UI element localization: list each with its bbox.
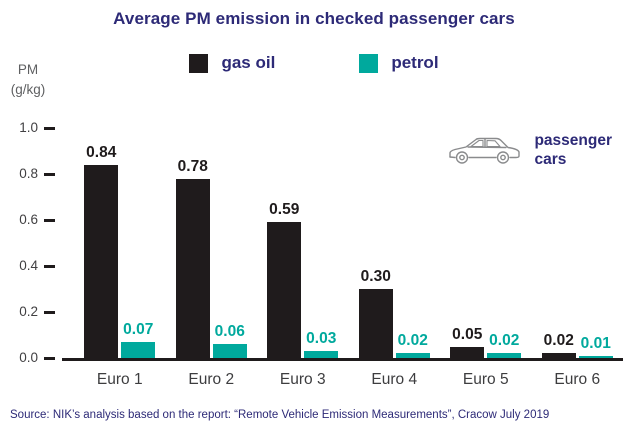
y-axis-unit-label: PM (g/kg) [2,60,54,99]
bar-groups: 0.84 0.07 Euro 1 0.78 0.06 Euro 2 0.59 0.03 Euro… [62,112,623,388]
legend-item-petrol: petrol [359,53,439,73]
x-axis-category-label: Euro 4 [371,371,418,388]
y-axis-unit-line1: PM [17,62,39,77]
x-axis-category-label: Euro 5 [462,371,509,388]
passenger-cars-label-line1: passenger [534,132,612,149]
gas-oil-swatch-icon [189,53,209,73]
bar-group: 0.30 0.02 Euro 4 [358,268,430,388]
y-tick-label: 0.4 [19,258,38,273]
y-tick-mark [44,265,55,268]
bar [395,353,430,358]
y-tick-mark [44,219,55,222]
x-axis-category-label: Euro 3 [279,371,326,388]
bar-value-label: 0.30 [360,268,391,285]
bar-column: 0.02 [395,332,430,358]
bar-value-label: 0.84 [86,143,117,161]
y-tick-label: 0.0 [19,350,38,365]
bar-column: 0.06 [212,323,247,358]
bar-group: 0.84 0.07 Euro 1 [84,143,156,388]
bar [487,353,522,358]
bar [175,178,210,358]
bar-value-label: 0.02 [397,332,428,350]
bar-group: 0.05 0.02 Euro 5 [450,325,522,388]
legend-item-gas-oil: gas oil [189,53,275,73]
bar-group: 0.59 0.03 Euro 3 [267,201,339,388]
bar-column: 0.84 [84,143,119,358]
bar-column: 0.30 [358,268,393,358]
bar-value-label: 0.02 [489,332,520,350]
bar [578,355,613,358]
plot-area: 0.84 0.07 Euro 1 0.78 0.06 Euro 2 0.59 0.03 Euro… [62,112,623,388]
bar-value-label: 0.01 [580,334,611,352]
bar-column: 0.02 [541,332,576,358]
x-axis-category-label: Euro 1 [96,371,143,388]
passenger-cars-label: passenger cars [534,131,612,170]
bar-value-label: 0.06 [214,323,245,341]
legend-label-gas-oil: gas oil [221,53,276,72]
bar-value-label: 0.59 [269,201,300,219]
bar-column: 0.05 [450,325,485,358]
bar [450,346,485,358]
y-axis: 0.0 0.2 0.4 0.6 0.8 1.0 [0,112,62,365]
y-tick-label: 0.2 [19,304,38,319]
car-icon [449,138,521,165]
bar-value-label: 0.05 [452,325,483,343]
bar [541,353,576,358]
bar-column: 0.78 [175,157,210,358]
bar-value-label: 0.78 [177,157,208,175]
bar [358,289,393,358]
bar-column: 0.02 [487,332,522,358]
y-tick-mark [44,311,55,314]
petrol-swatch-icon [359,53,379,73]
bar [267,222,302,358]
bar [121,341,156,358]
bar-value-label: 0.03 [306,330,337,348]
y-tick-label: 1.0 [19,120,38,135]
chart-title: Average PM emission in checked passenger… [113,9,515,28]
legend-label-petrol: petrol [391,53,439,72]
x-axis-category-label: Euro 2 [188,371,235,388]
y-axis-unit-line2: (g/kg) [10,81,46,97]
passenger-cars-annotation: passenger cars [446,131,612,170]
y-tick-mark [44,357,55,360]
bar-column: 0.01 [578,334,613,358]
bar-column: 0.07 [121,320,156,358]
bar [304,351,339,358]
bar-column: 0.03 [304,330,339,358]
x-axis-category-label: Euro 6 [554,371,601,388]
y-tick-label: 0.8 [19,166,38,181]
bar-value-label: 0.07 [123,320,154,338]
y-tick-label: 0.6 [19,212,38,227]
y-tick-mark [44,173,55,176]
bar-column: 0.59 [267,201,302,358]
bar-group: 0.02 0.01 Euro 6 [541,332,613,388]
y-tick-mark [44,127,55,130]
bar [212,344,247,358]
bar-group: 0.78 0.06 Euro 2 [175,157,247,388]
bar-value-label: 0.02 [543,332,574,350]
source-note: Source: NIK’s analysis based on the repo… [10,409,550,421]
passenger-cars-label-line2: cars [534,151,567,169]
bar [84,164,119,358]
legend: gas oil petrol [0,53,628,73]
